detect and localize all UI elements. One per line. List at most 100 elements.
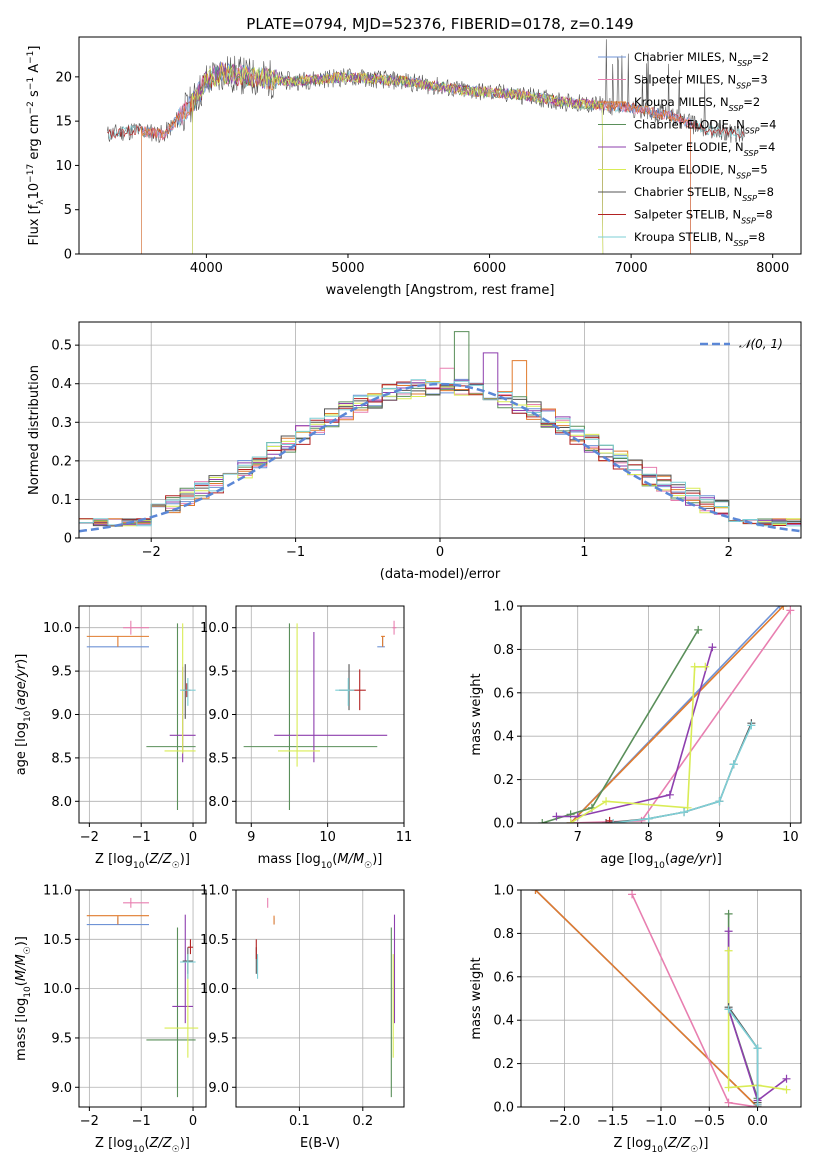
point-marker-kroupa-elodie [782,1085,791,1094]
point-marker-chabrier-elodie [694,625,703,634]
x-tick-label: 8 [644,830,652,845]
point-marker-salpeter-elodie [782,1074,791,1083]
spectrum-series-chabrier-elodie [192,62,604,254]
y-tick-label: 20 [55,70,72,85]
y-tick-label: 0.2 [51,454,72,469]
y-tick-label: 9.0 [208,1081,229,1096]
x-tick-label: −0.5 [693,1114,725,1129]
x-tick-label: −1.5 [597,1114,629,1129]
x-tick-label: −2.0 [549,1114,581,1129]
y-tick-label: 8.5 [208,751,229,766]
point-marker-salpeter-elodie [724,927,733,936]
line-kroupa-stelib [613,725,753,823]
y-axis-label: mass [log10(M/M☉)] [14,936,33,1061]
y-tick-label: 10.5 [200,933,229,948]
point-marker-kroupa-miles [779,606,788,610]
x-tick-label: 10 [782,830,799,845]
spectrum-panel: 4000 5000 6000 7000 8000 0 5 10 15 20 wavelength [… [26,36,802,298]
y-tick-label: 0.3 [51,416,72,431]
point-marker-kroupa-stelib [644,814,653,823]
y-axis-label: age [log10(age/yr)] [14,654,33,776]
histograms [79,331,801,533]
line-chabrier-elodie [727,913,759,1107]
plot-area [79,37,801,254]
gaussian-curve [79,382,801,533]
point-marker-kroupa-elodie [724,946,733,955]
figure-title: PLATE=0794, MJD=52376, FIBERID=0178, z=0… [246,15,633,33]
massweight-vs-metallicity-panel: −2.0 −1.5 −1.0 −0.5 0.0 0.0 0.2 0.4 0.6 0.8 1.0 Z [… [469,884,802,1155]
point-marker-kroupa-stelib [680,808,689,817]
x-tick-label: 7000 [615,261,648,276]
y-tick-label: 0.8 [493,643,514,658]
legend-entry: Salpeter ELODIE, NSSP=4 [634,140,775,158]
spectrum-series-kroupa-elodie [192,63,604,254]
point-marker-kroupa-elodie [701,662,710,671]
y-tick-label: 0.0 [493,1101,514,1116]
legend-entry: 𝒩(0, 1) [739,337,783,351]
x-axis-label: Z [log10(Z/Z☉)] [614,1136,709,1155]
y-tick-label: 0.2 [493,1057,514,1072]
point-marker-salpeter-miles [724,1098,733,1107]
y-tick-label: 0.0 [493,817,514,832]
y-tick-label: 11.0 [43,884,72,899]
point-marker-chabrier-elodie [724,909,733,918]
legend-entry: Kroupa STELIB, NSSP=8 [634,230,765,248]
x-tick-label: 0 [436,545,444,560]
y-axis-label: Normed distribution [27,365,42,495]
massweight-vs-age-panel: 7 8 9 10 0.0 0.2 0.4 0.6 0.8 1.0 age [log10(age/yr… [469,600,802,871]
y-tick-label: 0.1 [51,493,72,508]
residuals-histogram-panel: −2 −1 0 1 2 0 0.1 0.2 0.3 0.4 0.5 (data-model)/erro… [27,321,802,582]
x-axis-label: Z [log10(Z/Z☉)] [95,1136,190,1155]
x-tick-label: 7 [574,830,582,845]
point-marker-salpeter-stelib [605,816,614,823]
x-tick-label: −2 [80,830,99,845]
point-marker-kroupa-stelib [753,1100,762,1107]
y-tick-label: 8.5 [51,751,72,766]
x-tick-label: 0.1 [289,1114,310,1129]
y-axis-label: mass weight [469,673,484,755]
y-tick-label: 8.0 [208,795,229,810]
y-tick-label: 0 [64,248,72,263]
point-marker-salpeter-miles [628,890,637,899]
y-tick-label: 0.4 [51,377,72,392]
x-tick-label: 9 [247,830,255,845]
massweight-series [531,890,791,1107]
y-tick-label: 0.4 [493,1014,514,1029]
x-tick-label: −1 [132,830,151,845]
point-marker-kroupa-stelib [724,1005,733,1014]
x-tick-label: 8000 [756,261,789,276]
x-tick-label: 10 [319,830,336,845]
x-tick-label: 0 [189,830,197,845]
x-tick-label: 5000 [331,261,364,276]
y-tick-label: 9.5 [51,1031,72,1046]
y-tick-label: 11.0 [200,884,229,899]
x-tick-label: 4000 [190,261,223,276]
x-tick-label: 0 [189,1114,197,1129]
point-marker-kroupa-stelib [715,797,724,806]
x-axis-label: age [log10(age/yr)] [600,852,722,871]
errorbar-points [86,897,199,1098]
errorbar-points [243,620,397,810]
y-tick-label: 10.0 [43,621,72,636]
line-kroupa-miles [570,606,784,823]
point-marker-chabrier-elodie [538,819,547,823]
y-tick-label: 1.0 [493,600,514,615]
y-tick-label: 10.0 [43,982,72,997]
point-marker-kroupa-miles [531,890,540,894]
histogram-kroupa-stelib [79,379,801,527]
x-tick-label: −2 [80,1114,99,1129]
y-tick-label: 0.4 [493,730,514,745]
point-marker-kroupa-stelib [729,760,738,769]
point-marker-salpeter-elodie [708,643,717,652]
y-tick-label: 5 [64,203,72,218]
legend-entry: Salpeter MILES, NSSP=3 [634,73,768,91]
line-salpeter-miles [631,893,758,1107]
point-marker-kroupa-stelib [753,1044,762,1053]
x-axis-label: mass [log10(M/M☉)] [258,852,383,871]
y-tick-label: 9.0 [51,708,72,723]
line-kroupa-miles [534,890,759,1107]
y-tick-label: 9.5 [51,665,72,680]
x-tick-label: 0.0 [747,1114,768,1129]
point-marker-kroupa-stelib [609,819,618,823]
